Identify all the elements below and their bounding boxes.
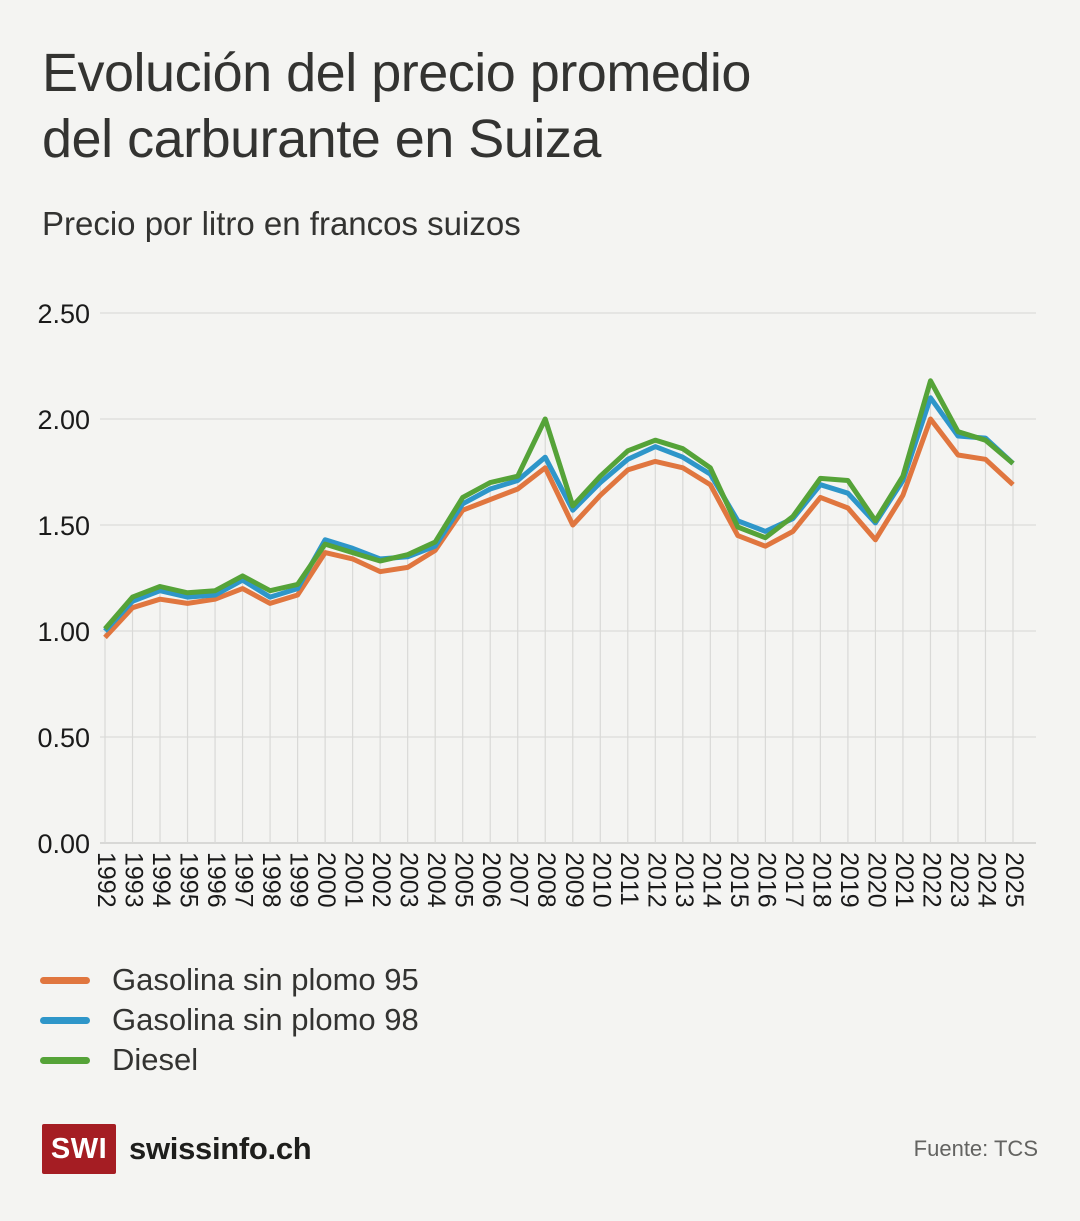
gasolina-95-swatch (40, 976, 90, 984)
footer: SWI swissinfo.ch Fuente: TCS (42, 1122, 1038, 1176)
x-tick-label: 2007 (505, 852, 533, 908)
chart-subtitle: Precio por litro en francos suizos (42, 205, 521, 242)
x-tick-label: 2008 (532, 852, 560, 908)
x-tick-label: 2009 (560, 852, 588, 908)
swi-logo: SWI (42, 1124, 116, 1174)
x-tick-label: 2002 (367, 852, 395, 908)
y-tick-label: 2.00 (37, 405, 90, 435)
x-tick-label: 2010 (587, 852, 615, 908)
x-tick-label: 1996 (202, 852, 230, 908)
x-tick-label: 2025 (1000, 852, 1028, 908)
x-tick-label: 2005 (450, 852, 478, 908)
y-tick-label: 1.50 (37, 511, 90, 541)
x-tick-label: 2001 (340, 852, 368, 908)
x-tick-label: 2004 (422, 852, 450, 908)
y-tick-label: 2.50 (37, 299, 90, 329)
legend-item-diesel: Diesel (40, 1040, 419, 1080)
y-tick-label: 0.00 (37, 829, 90, 859)
gasolina-95-label: Gasolina sin plomo 95 (112, 962, 419, 997)
fuel-price-chart-canvas: 0.00 0.50 1.00 1.50 2.00 2.50 1992 1993 1994 1995… (37, 299, 1036, 908)
y-tick-label: 1.00 (37, 617, 90, 647)
x-tick-label: 2017 (780, 852, 808, 908)
brand-group: SWI swissinfo.ch (42, 1124, 312, 1174)
y-tick-label: 0.50 (37, 723, 90, 753)
chart-title: Evolución del precio promedio del carbur… (42, 40, 1042, 172)
x-tick-label: 2011 (615, 852, 643, 906)
swi-logo-text: SWI (50, 1132, 108, 1165)
series-line-gasolina-sin-plomo-95 (103, 416, 1015, 640)
legend-item-gasolina-98: Gasolina sin plomo 98 (40, 1000, 419, 1040)
x-tick-label: 1993 (120, 852, 148, 908)
x-tick-label: 2003 (395, 852, 423, 908)
x-tick-label: 2006 (477, 852, 505, 908)
chart-title-line1: Evolución del precio promedio (42, 43, 751, 103)
chart-title-line2: del carburante en Suiza (42, 109, 601, 169)
fuel-price-chart: 0.00 0.50 1.00 1.50 2.00 2.50 1992 1993 1994 1995… (0, 285, 1080, 935)
x-tick-label: 2018 (807, 852, 835, 908)
x-tick-label: 1999 (285, 852, 313, 908)
series-line-gasolina-sin-plomo-98 (103, 395, 1015, 633)
x-tick-label: 1994 (147, 852, 175, 908)
x-tick-label: 2023 (945, 852, 973, 908)
x-tick-label: 1995 (175, 852, 203, 908)
x-tick-label: 2021 (890, 852, 918, 908)
gasolina-98-label: Gasolina sin plomo 98 (112, 1002, 419, 1037)
x-tick-label: 2022 (917, 852, 945, 908)
diesel-swatch (40, 1056, 90, 1064)
x-tick-label: 1997 (230, 852, 258, 908)
x-tick-label: 2019 (835, 852, 863, 908)
x-tick-label: 2015 (725, 852, 753, 908)
x-tick-label: 1998 (257, 852, 285, 908)
x-tick-label: 2024 (972, 852, 1000, 908)
source-note: Fuente: TCS (913, 1136, 1038, 1161)
x-tick-label: 2016 (752, 852, 780, 908)
x-tick-label: 2013 (670, 852, 698, 908)
x-tick-label: 2012 (642, 852, 670, 908)
legend-item-gasolina-95: Gasolina sin plomo 95 (40, 960, 419, 1000)
brand-name: swissinfo.ch (129, 1131, 312, 1166)
series-line-diesel (103, 378, 1015, 631)
chart-legend: Gasolina sin plomo 95 Gasolina sin plomo… (40, 960, 419, 1080)
diesel-label: Diesel (112, 1042, 199, 1077)
gasolina-98-swatch (40, 1016, 90, 1024)
x-tick-label: 2014 (697, 852, 725, 908)
x-tick-label: 2000 (312, 852, 340, 908)
x-tick-label: 1992 (92, 852, 120, 908)
x-tick-label: 2020 (862, 852, 890, 908)
